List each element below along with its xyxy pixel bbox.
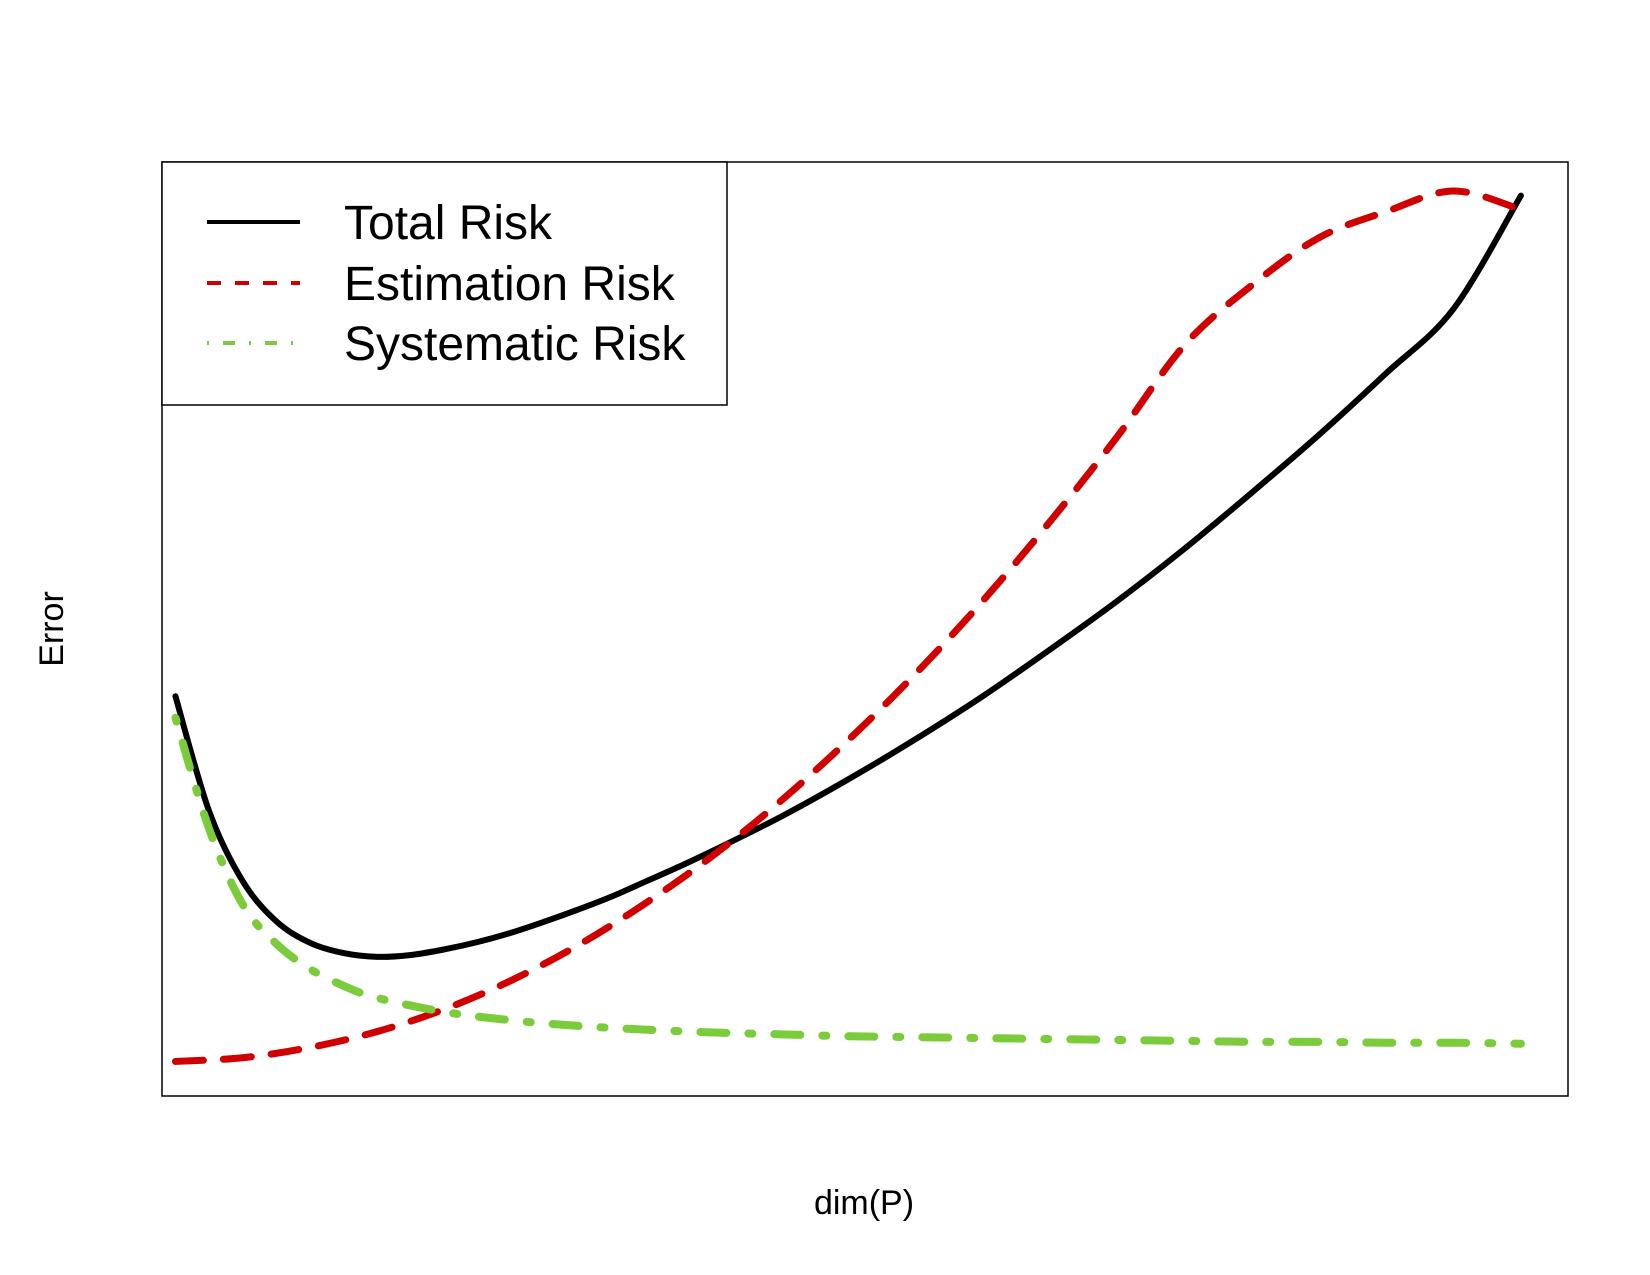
legend-items: Total Risk Estimation Risk Systematic Risk: [207, 197, 686, 371]
y-axis-label: Error: [33, 591, 71, 667]
legend-box: [161, 161, 728, 406]
legend-label-estimation-risk: Estimation Risk: [344, 258, 676, 311]
series-line-estimation-risk: [171, 187, 1525, 1065]
series-line-systematic-risk: [171, 713, 1525, 1048]
legend: Total Risk Estimation Risk Systematic Risk: [161, 161, 728, 406]
plot-frame: [161, 161, 1569, 1097]
series-layer: [171, 187, 1525, 1065]
series-line-total-risk: [172, 192, 1524, 960]
x-axis-label: dim(P): [814, 1184, 914, 1222]
legend-label-systematic-risk: Systematic Risk: [344, 318, 686, 371]
legend-label-total-risk: Total Risk: [344, 197, 553, 250]
